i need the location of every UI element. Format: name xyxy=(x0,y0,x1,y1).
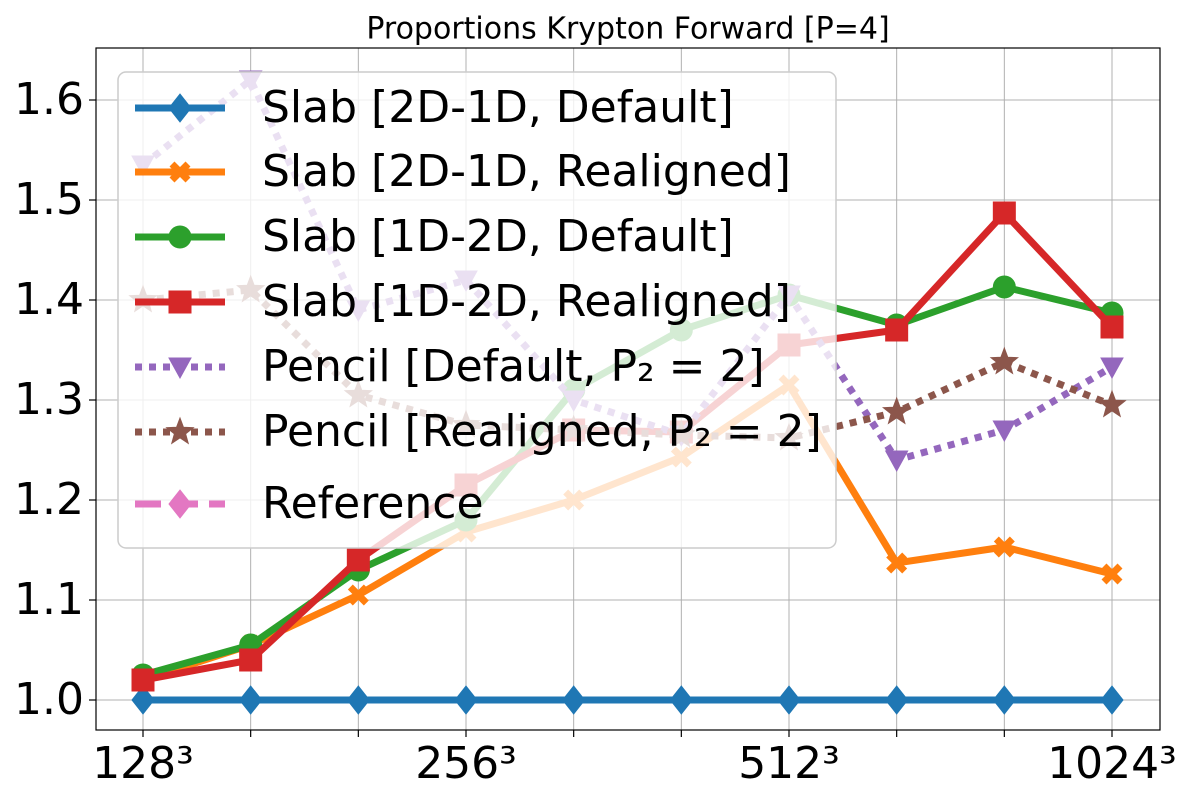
y-tick-label: 1.4 xyxy=(14,274,84,325)
legend-label: Slab [2D-1D, Default] xyxy=(262,82,734,133)
marker xyxy=(886,552,908,574)
y-tick-label: 1.5 xyxy=(14,174,84,225)
marker xyxy=(562,685,586,715)
y-tick-label: 1.0 xyxy=(14,674,84,725)
y-tick-label: 1.2 xyxy=(14,474,84,525)
legend-label: Pencil [Realigned, P₂ = 2] xyxy=(262,406,822,457)
marker xyxy=(669,685,693,715)
marker xyxy=(239,648,263,672)
marker xyxy=(239,685,263,715)
marker xyxy=(885,685,909,715)
marker xyxy=(992,420,1017,443)
marker xyxy=(346,685,370,715)
marker xyxy=(989,346,1019,375)
marker xyxy=(131,668,155,692)
marker xyxy=(454,685,478,715)
marker xyxy=(1100,357,1124,380)
marker xyxy=(168,489,192,519)
marker xyxy=(131,685,155,715)
marker xyxy=(1101,563,1123,585)
marker xyxy=(777,685,801,715)
legend-box xyxy=(117,71,837,549)
marker xyxy=(168,290,192,314)
y-tick-label: 1.6 xyxy=(14,74,84,125)
marker xyxy=(165,416,195,445)
legend-label: Slab [2D-1D, Realigned] xyxy=(262,146,791,197)
marker xyxy=(346,548,370,572)
marker xyxy=(992,685,1016,715)
marker xyxy=(1097,389,1127,418)
marker xyxy=(1100,315,1124,339)
y-tick-label: 1.3 xyxy=(14,374,84,425)
marker xyxy=(885,318,909,342)
legend-label: Pencil [Default, P₂ = 2] xyxy=(262,341,765,392)
plot-frame xyxy=(95,47,1161,731)
x-tick-label: 512³ xyxy=(738,738,840,789)
marker xyxy=(168,357,192,380)
marker xyxy=(992,201,1016,225)
x-tick-label: 128³ xyxy=(92,738,194,789)
chart-title: Proportions Krypton Forward [P=4] xyxy=(366,12,889,47)
marker xyxy=(884,450,909,473)
legend-label: Slab [1D-2D, Default] xyxy=(262,211,734,262)
marker xyxy=(882,396,912,425)
marker xyxy=(347,584,369,606)
marker xyxy=(993,536,1015,558)
marker xyxy=(168,93,192,123)
marker xyxy=(168,225,192,249)
legend-label: Reference xyxy=(262,478,484,529)
legend: Slab [2D-1D, Default] Slab [2D-1D, Realig… xyxy=(117,71,837,549)
x-tick-label: 1024³ xyxy=(1047,738,1177,789)
x-tick-label: 256³ xyxy=(415,738,517,789)
y-tick-label: 1.1 xyxy=(14,574,84,625)
marker xyxy=(1100,685,1124,715)
marker xyxy=(992,275,1016,299)
legend-label: Slab [1D-2D, Realigned] xyxy=(262,276,791,327)
marker xyxy=(169,161,191,183)
